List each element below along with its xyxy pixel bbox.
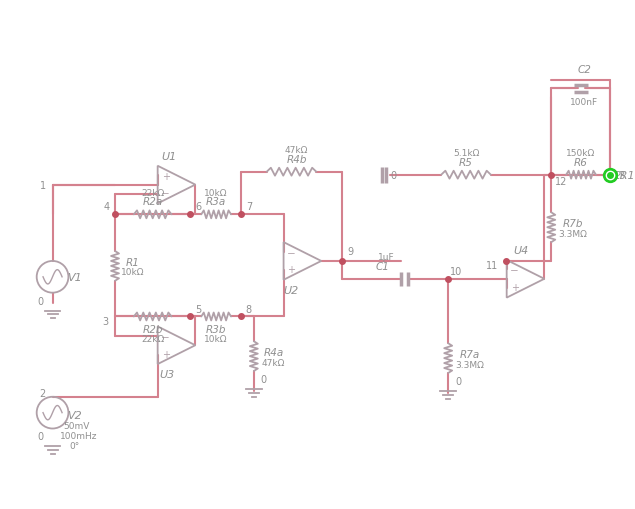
Text: 0: 0 bbox=[455, 376, 461, 386]
Text: 3.3MΩ: 3.3MΩ bbox=[559, 229, 587, 238]
Text: +: + bbox=[511, 282, 519, 293]
Text: 10kΩ: 10kΩ bbox=[204, 334, 228, 343]
Text: 5.1kΩ: 5.1kΩ bbox=[453, 149, 479, 158]
Text: V2: V2 bbox=[67, 410, 82, 420]
Text: R2b: R2b bbox=[142, 325, 163, 335]
Text: 7: 7 bbox=[246, 202, 252, 212]
Text: R6: R6 bbox=[574, 157, 588, 167]
Text: 12: 12 bbox=[555, 176, 568, 186]
Text: −: − bbox=[161, 189, 170, 199]
Text: C2: C2 bbox=[577, 65, 591, 74]
Text: R4b: R4b bbox=[286, 155, 307, 164]
Text: U4: U4 bbox=[513, 245, 528, 256]
Text: 10: 10 bbox=[450, 266, 462, 276]
Text: 22kΩ: 22kΩ bbox=[141, 334, 164, 343]
Text: 100mHz: 100mHz bbox=[60, 431, 97, 440]
Text: 4: 4 bbox=[104, 202, 110, 212]
Text: 11: 11 bbox=[486, 261, 498, 270]
Text: R3b: R3b bbox=[206, 325, 227, 335]
Text: 22kΩ: 22kΩ bbox=[141, 189, 164, 197]
Text: R7a: R7a bbox=[460, 350, 480, 359]
Text: 150kΩ: 150kΩ bbox=[566, 149, 596, 158]
Text: 3.3MΩ: 3.3MΩ bbox=[455, 360, 485, 369]
Text: R2a: R2a bbox=[143, 197, 163, 207]
Text: R1: R1 bbox=[126, 258, 140, 267]
Text: 9: 9 bbox=[347, 246, 353, 257]
Text: V1: V1 bbox=[67, 272, 82, 282]
Text: −: − bbox=[511, 266, 519, 276]
Text: 5: 5 bbox=[195, 304, 201, 314]
Text: U1: U1 bbox=[161, 152, 176, 161]
Text: R4a: R4a bbox=[264, 348, 284, 357]
Text: 0: 0 bbox=[261, 374, 267, 384]
Text: R3a: R3a bbox=[206, 197, 226, 207]
Text: 0: 0 bbox=[37, 296, 44, 306]
Text: 50mV: 50mV bbox=[63, 421, 90, 430]
Text: C1: C1 bbox=[376, 262, 390, 271]
Text: 100nF: 100nF bbox=[570, 98, 598, 106]
Text: +: + bbox=[288, 265, 295, 275]
Text: 1µF: 1µF bbox=[378, 253, 395, 262]
Text: −: − bbox=[287, 248, 296, 258]
Text: 6: 6 bbox=[195, 202, 201, 212]
Text: 1: 1 bbox=[39, 180, 46, 190]
Text: U2: U2 bbox=[283, 285, 298, 295]
Text: 8: 8 bbox=[246, 304, 252, 314]
Text: 10kΩ: 10kΩ bbox=[204, 189, 228, 197]
Text: U3: U3 bbox=[159, 369, 174, 379]
Text: +: + bbox=[161, 172, 170, 182]
Text: −: − bbox=[161, 332, 170, 342]
Text: 0°: 0° bbox=[69, 441, 79, 450]
Text: 3: 3 bbox=[102, 317, 108, 327]
Text: 0: 0 bbox=[391, 171, 397, 180]
Text: +: + bbox=[161, 349, 170, 359]
Text: 10kΩ: 10kΩ bbox=[121, 268, 145, 277]
Text: R5: R5 bbox=[459, 157, 473, 167]
Text: 2: 2 bbox=[39, 388, 46, 398]
Text: R7b: R7b bbox=[563, 219, 584, 229]
Text: 47kΩ: 47kΩ bbox=[262, 358, 285, 367]
Text: 13: 13 bbox=[613, 171, 626, 180]
Text: PR1: PR1 bbox=[614, 171, 635, 180]
Text: 0: 0 bbox=[37, 432, 44, 442]
Text: 47kΩ: 47kΩ bbox=[284, 146, 308, 155]
